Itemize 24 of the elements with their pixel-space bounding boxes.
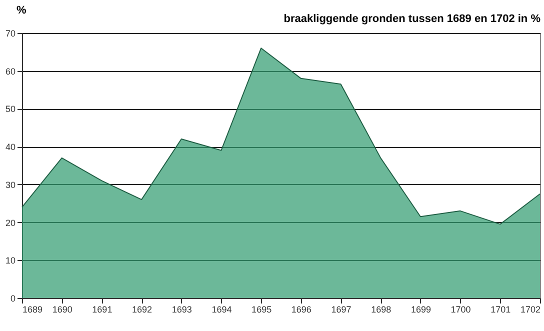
x-tick-label: 1689 [22,304,43,314]
chart-title: braakliggende gronden tussen 1689 en 1702 in % [284,13,541,25]
x-tick-label: 1701 [490,304,511,314]
y-tick-label: 20 [5,218,16,228]
x-tick-label: 1693 [172,304,192,314]
y-tick-label: 0 [10,294,16,304]
x-tick-label: 1695 [252,304,272,314]
x-tick-label: 1697 [331,304,352,314]
x-tick-label: 1694 [212,304,232,314]
x-tick-label: 1700 [450,304,471,314]
x-tick-label: 1699 [410,304,431,314]
x-tick-label: 1692 [132,304,152,314]
x-tick-label: 1690 [52,304,72,314]
y-tick-label: 40 [5,142,16,152]
y-tick-label: 70 [5,28,16,38]
x-tick-label: 1696 [291,304,312,314]
y-axis-title: % [16,4,26,16]
x-tick-label: 1698 [371,304,392,314]
y-tick-label: 50 [5,104,16,114]
y-tick-label: 60 [5,66,16,76]
x-tick-label: 1702 [520,304,540,314]
x-tick-label: 1691 [92,304,112,314]
y-tick-label: 10 [5,256,16,266]
y-tick-label: 30 [5,180,16,190]
